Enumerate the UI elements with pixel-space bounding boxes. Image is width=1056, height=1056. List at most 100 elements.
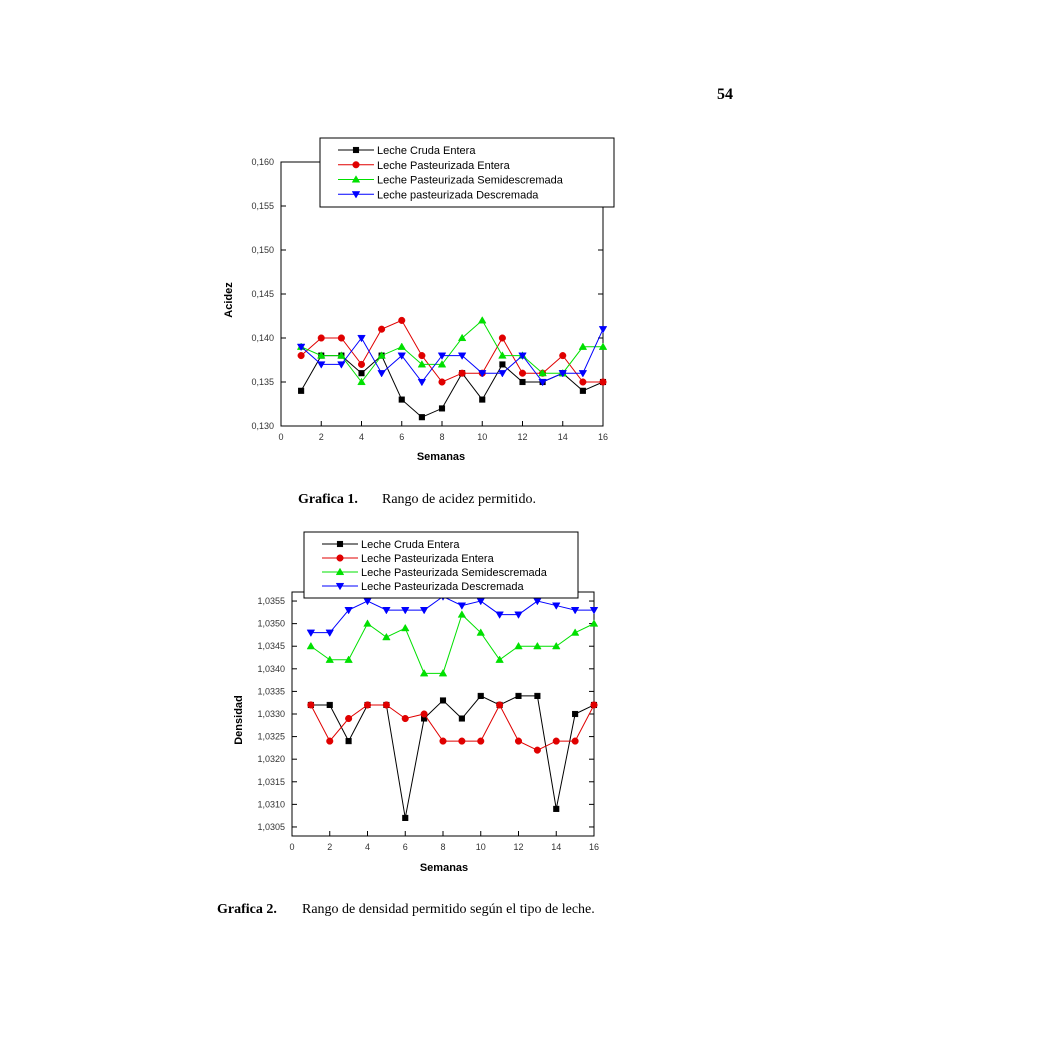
marker [514, 611, 523, 619]
plot-frame [291, 591, 595, 837]
marker [579, 387, 586, 394]
marker [418, 414, 425, 421]
legend-box [303, 531, 579, 599]
marker [538, 378, 547, 387]
marker [297, 352, 305, 360]
marker [363, 619, 372, 627]
marker [317, 361, 326, 369]
series-line [300, 354, 604, 418]
marker [438, 378, 446, 386]
marker [477, 737, 485, 745]
x-tick-label: 16 [598, 432, 608, 442]
x-tick-label: 4 [365, 842, 370, 852]
marker [458, 737, 466, 745]
marker [518, 369, 527, 377]
marker [552, 737, 560, 745]
marker [538, 368, 547, 377]
legend-label: Leche Cruda Entera [361, 539, 460, 551]
marker [317, 334, 325, 342]
marker [558, 370, 567, 378]
marker [401, 623, 410, 632]
series-line [310, 703, 595, 751]
marker [420, 710, 428, 718]
marker [559, 352, 567, 360]
marker [335, 582, 345, 591]
marker [298, 387, 305, 394]
y-tick-label: 0,160 [251, 157, 274, 167]
marker [378, 325, 386, 333]
marker [345, 714, 353, 723]
marker [417, 360, 427, 368]
x-tick-label: 2 [327, 842, 332, 852]
marker [498, 334, 506, 342]
marker [570, 607, 580, 615]
marker [437, 352, 447, 360]
marker [498, 370, 507, 378]
marker [357, 334, 366, 343]
marker [352, 161, 360, 169]
x-tick-label: 8 [440, 842, 445, 852]
y-tick-label: 1,0350 [257, 619, 285, 629]
marker [439, 737, 447, 745]
legend-label: Leche Cruda Entera [377, 145, 476, 157]
marker [344, 607, 353, 615]
marker [397, 342, 406, 350]
y-tick-label: 0,150 [251, 245, 274, 255]
marker [533, 641, 542, 650]
x-tick-label: 2 [319, 432, 324, 442]
x-tick-label: 6 [399, 432, 404, 442]
marker [439, 697, 447, 704]
x-tick-label: 0 [278, 432, 283, 442]
marker [325, 655, 334, 663]
legend-label: Leche Pasteurizada Entera [361, 553, 495, 565]
caption-text: Rango de densidad permitido según el tip… [302, 902, 595, 917]
marker [498, 351, 507, 359]
marker [515, 692, 522, 699]
marker [363, 701, 372, 709]
marker [457, 610, 467, 618]
marker [352, 146, 360, 154]
y-tick-label: 0,130 [251, 421, 274, 431]
marker [306, 629, 316, 637]
marker [357, 377, 366, 386]
y-axis-title: Densidad [233, 695, 245, 745]
marker [337, 334, 345, 342]
y-tick-label: 1,0310 [257, 799, 285, 809]
x-tick-label: 16 [589, 842, 599, 852]
marker [398, 396, 405, 403]
marker [590, 701, 598, 709]
y-tick-label: 1,0335 [257, 686, 285, 696]
marker [534, 692, 541, 699]
marker [579, 378, 587, 386]
legend-label: Leche Pasteurizada Descremada [361, 581, 525, 593]
x-tick-label: 10 [477, 432, 487, 442]
marker [307, 701, 315, 709]
marker [363, 597, 372, 606]
marker [419, 607, 429, 615]
marker [572, 710, 579, 718]
y-tick-label: 1,0345 [257, 641, 285, 651]
marker [495, 655, 504, 663]
marker [402, 814, 409, 821]
marker [351, 175, 361, 183]
series-line [310, 695, 595, 819]
x-tick-label: 4 [359, 432, 364, 442]
marker [306, 641, 316, 650]
x-axis-title: Semanas [417, 451, 465, 463]
caption-text: Rango de acidez permitido. [382, 492, 536, 507]
marker [377, 370, 386, 378]
y-tick-label: 0,145 [251, 289, 274, 299]
marker [599, 378, 607, 386]
marker [401, 714, 409, 723]
y-tick-label: 1,0320 [257, 754, 285, 764]
marker [476, 628, 485, 636]
marker [397, 352, 406, 360]
y-tick-label: 1,0325 [257, 732, 285, 742]
marker [326, 701, 333, 709]
marker [382, 607, 391, 615]
x-tick-label: 14 [558, 432, 568, 442]
marker [589, 607, 599, 615]
legend-label: Leche Pasteurizada Entera [377, 160, 511, 172]
x-tick-label: 8 [439, 432, 444, 442]
